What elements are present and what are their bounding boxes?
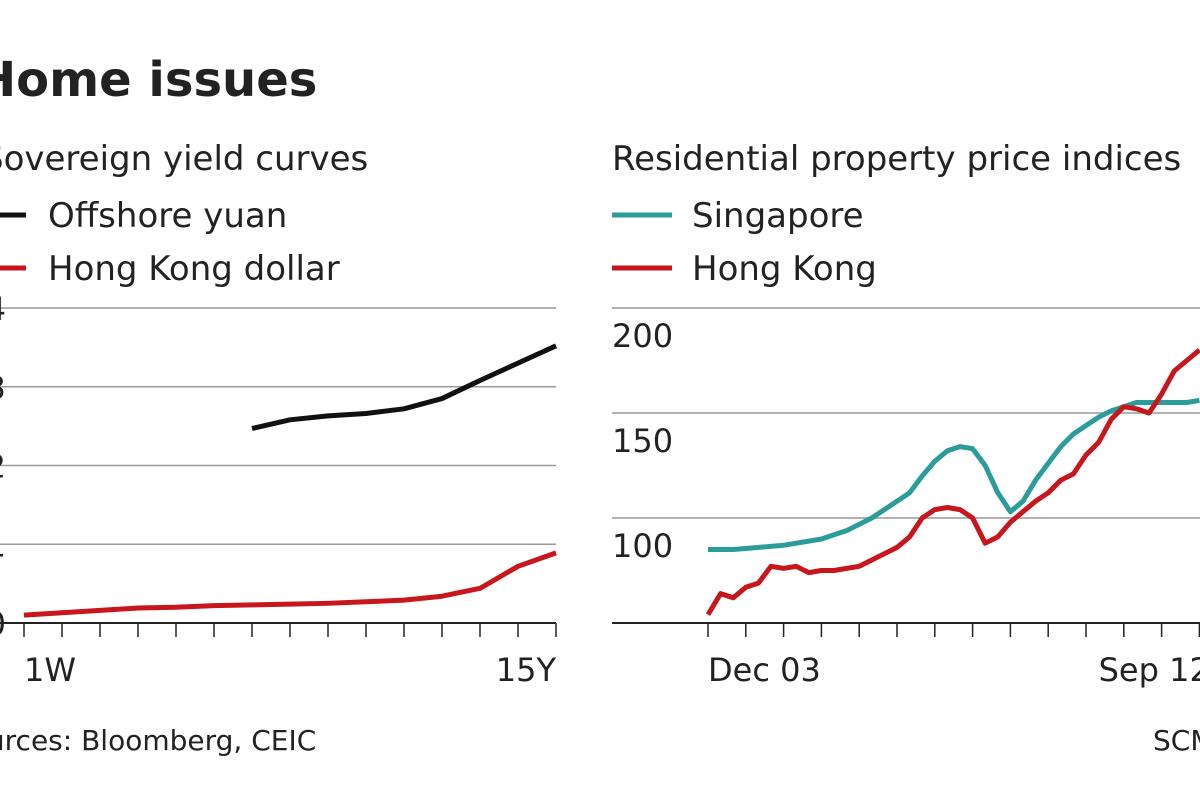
y-tick-label: 2 xyxy=(0,448,6,486)
chart-subtitle: Residential property price indices xyxy=(612,139,1181,179)
series-line xyxy=(705,348,1200,616)
y-tick-label: 3 xyxy=(0,369,6,407)
y-tick-label: 4 xyxy=(0,290,6,328)
legend-label: Offshore yuan xyxy=(48,196,287,236)
x-tick-label: 1W xyxy=(24,651,76,689)
legend-label: Hong Kong dollar xyxy=(48,249,340,289)
series-line xyxy=(251,343,558,431)
y-tick-label: 100 xyxy=(612,527,673,565)
x-tick-label: Dec 03 xyxy=(708,651,821,689)
y-tick-label: 200 xyxy=(612,317,673,355)
credit: SCMP xyxy=(1153,724,1200,757)
y-tick-label: 1 xyxy=(0,526,6,564)
legend-label: Singapore xyxy=(692,196,864,236)
page-title: Home issues xyxy=(0,52,317,108)
x-tick-label: 15Y xyxy=(496,651,557,689)
source-note: Sources: Bloomberg, CEIC xyxy=(0,724,316,757)
y-tick-label: 150 xyxy=(612,422,673,460)
series-line xyxy=(23,550,557,618)
series-line xyxy=(708,397,1200,552)
legend-label: Hong Kong xyxy=(692,249,877,289)
chart-subtitle: Sovereign yield curves xyxy=(0,139,368,179)
x-tick-label: Sep 12 xyxy=(1099,651,1200,689)
